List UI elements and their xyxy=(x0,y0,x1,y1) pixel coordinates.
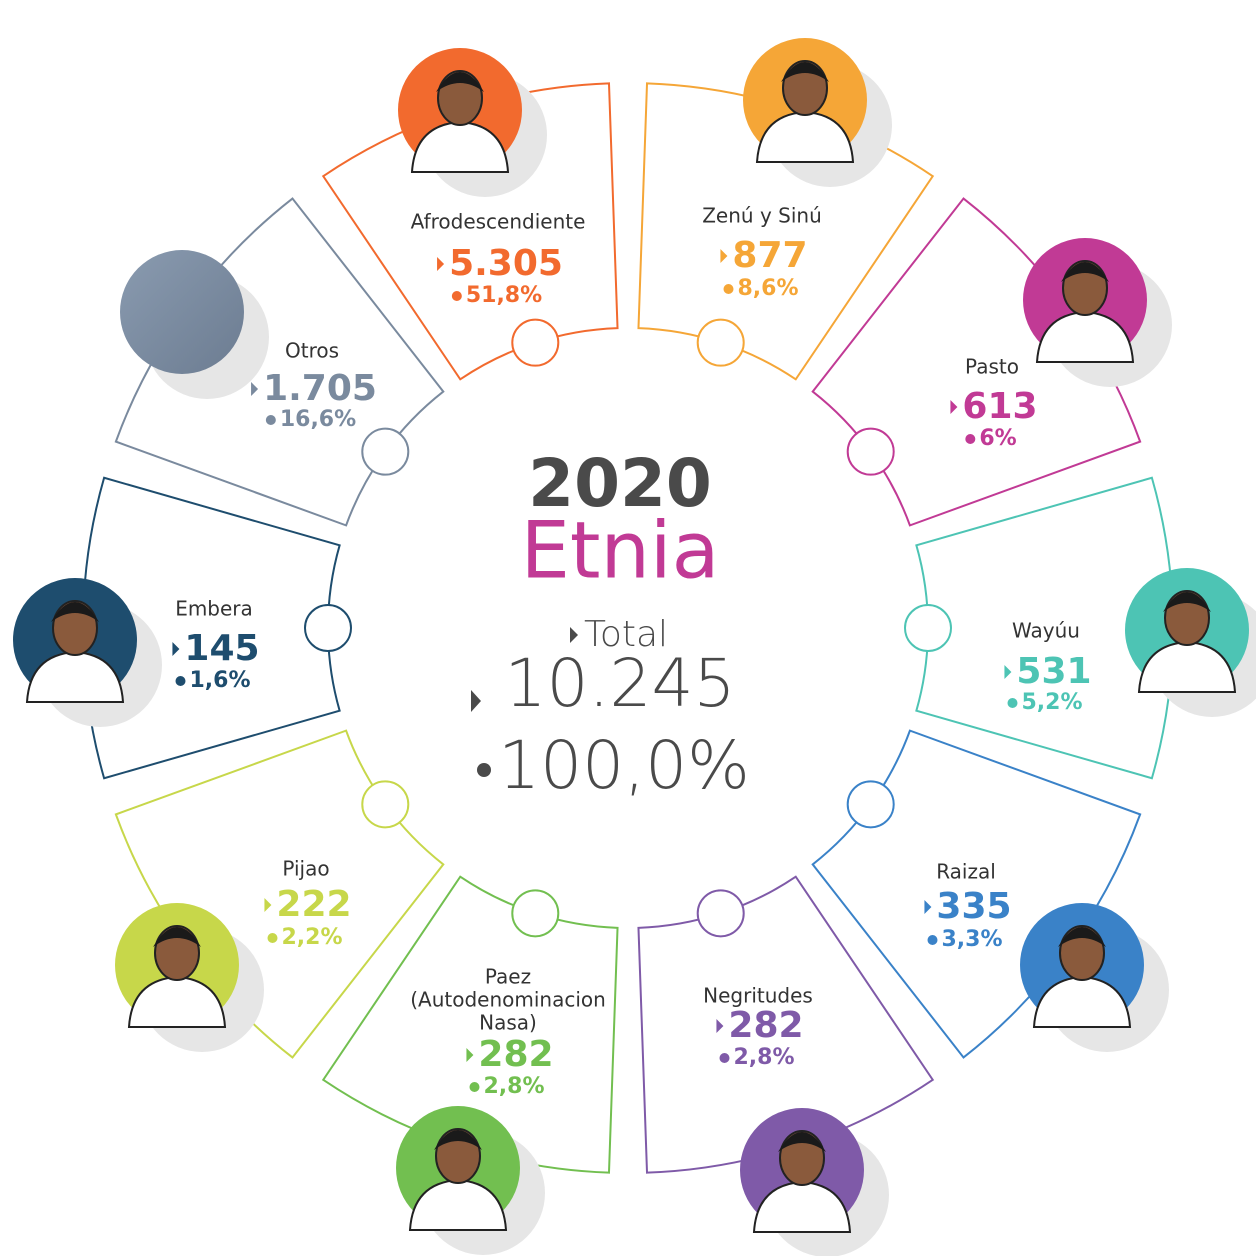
connector-circle xyxy=(362,429,408,475)
segment-percent: 2,2% xyxy=(281,925,342,950)
segment-percent: 3,3% xyxy=(941,927,1002,952)
segment-label: Embera xyxy=(175,597,253,621)
segment-label: Raizal xyxy=(936,860,996,884)
segment-label: Zenú y Sinú xyxy=(702,204,822,228)
dot-icon xyxy=(266,415,276,425)
connector-circle xyxy=(362,781,408,827)
segment-value: 335 xyxy=(936,886,1011,927)
segment-percent: 2,8% xyxy=(483,1074,544,1099)
segment-percent: 8,6% xyxy=(737,276,798,301)
title: Etnia xyxy=(521,506,720,596)
triangle-icon xyxy=(437,257,444,271)
dot-icon xyxy=(719,1053,729,1063)
segment-label: (Autodenominacion xyxy=(410,988,606,1012)
triangle-icon xyxy=(471,690,481,712)
triangle-icon xyxy=(950,400,957,414)
segment-value: 877 xyxy=(732,235,807,276)
segment-value: 1.705 xyxy=(263,368,377,409)
segment-label: Otros xyxy=(285,339,339,363)
dot-icon xyxy=(723,284,733,294)
avatar-bg xyxy=(120,250,244,374)
segment-percent: 2,8% xyxy=(733,1045,794,1070)
triangle-icon xyxy=(466,1048,473,1062)
segment-label: Pijao xyxy=(282,857,329,881)
triangle-icon xyxy=(716,1019,723,1033)
dot-icon xyxy=(452,291,462,301)
connector-circle xyxy=(512,890,558,936)
dot-icon xyxy=(1007,698,1017,708)
triangle-icon xyxy=(172,642,179,656)
segment-value: 531 xyxy=(1016,651,1091,692)
segment-value: 613 xyxy=(962,386,1037,427)
connector-circle xyxy=(698,320,744,366)
segment-label: Afrodescendiente xyxy=(411,210,586,234)
segment-percent: 16,6% xyxy=(280,407,356,432)
connector-circle xyxy=(905,605,951,651)
dot-icon xyxy=(965,434,975,444)
segment-label: Negritudes xyxy=(703,984,813,1008)
dot-icon xyxy=(175,676,185,686)
dot-icon xyxy=(927,935,937,945)
segment-label: Nasa) xyxy=(479,1011,537,1035)
segment-label: Wayúu xyxy=(1012,619,1080,643)
connector-circle xyxy=(848,429,894,475)
segment-percent: 51,8% xyxy=(466,283,542,308)
triangle-icon xyxy=(924,900,931,914)
segment-label: Pasto xyxy=(965,355,1019,379)
connector-circle xyxy=(305,605,351,651)
segment-percent: 6% xyxy=(979,426,1016,451)
triangle-icon xyxy=(251,382,258,396)
segment-value: 282 xyxy=(728,1005,803,1046)
triangle-icon xyxy=(264,898,271,912)
segment-value: 282 xyxy=(478,1034,553,1075)
center-block: 2020 Etnia Total 10.245 100,0% xyxy=(471,445,750,804)
dot-icon xyxy=(267,933,277,943)
segment-label: Paez xyxy=(485,965,531,989)
segment-percent: 1,6% xyxy=(189,668,250,693)
dot-icon xyxy=(469,1082,479,1092)
segment-value: 222 xyxy=(276,884,351,925)
segment-value: 145 xyxy=(184,628,259,669)
infographic: Afrodescendiente 5.30551,8% Zenú y Sinú 877… xyxy=(0,0,1256,1256)
total-percent: 100,0% xyxy=(498,727,750,804)
dot-icon xyxy=(477,763,491,777)
segment-percent: 5,2% xyxy=(1021,690,1082,715)
triangle-icon xyxy=(720,249,727,263)
total-value: 10.245 xyxy=(505,645,736,722)
connector-circle xyxy=(848,781,894,827)
connector-circle xyxy=(698,890,744,936)
connector-circle xyxy=(512,320,558,366)
triangle-icon xyxy=(570,627,578,643)
segment-value: 5.305 xyxy=(449,243,563,284)
triangle-icon xyxy=(1004,665,1011,679)
